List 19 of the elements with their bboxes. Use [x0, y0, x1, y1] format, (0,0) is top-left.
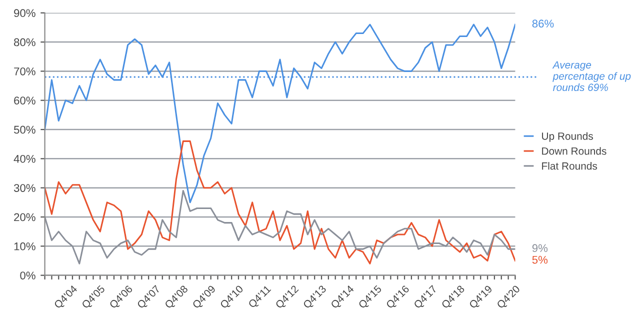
line-series — [44, 140, 516, 264]
y-tick-label: 0% — [20, 272, 36, 280]
annotation: 5% — [532, 256, 548, 264]
y-tick-label: 70% — [14, 67, 36, 76]
y-tick-label: 80% — [14, 38, 36, 46]
y-tick-label: 90% — [14, 9, 36, 18]
ref-line-label: Average percentage of up rounds 69% — [552, 61, 631, 92]
y-tick-label: 30% — [14, 184, 36, 192]
legend-label: Down Rounds — [542, 147, 606, 155]
annotation: 86% — [532, 20, 554, 28]
legend-label: Flat Rounds — [542, 162, 598, 170]
annotation: 9% — [532, 244, 548, 252]
y-tick-label: 40% — [14, 154, 36, 163]
y-tick-label: 50% — [14, 126, 36, 134]
line-series — [44, 190, 516, 264]
y-tick-label: 20% — [14, 213, 36, 222]
y-tick-label: 60% — [14, 96, 36, 104]
y-tick-label: 10% — [14, 242, 36, 250]
legend-label: Up Rounds — [542, 132, 593, 142]
